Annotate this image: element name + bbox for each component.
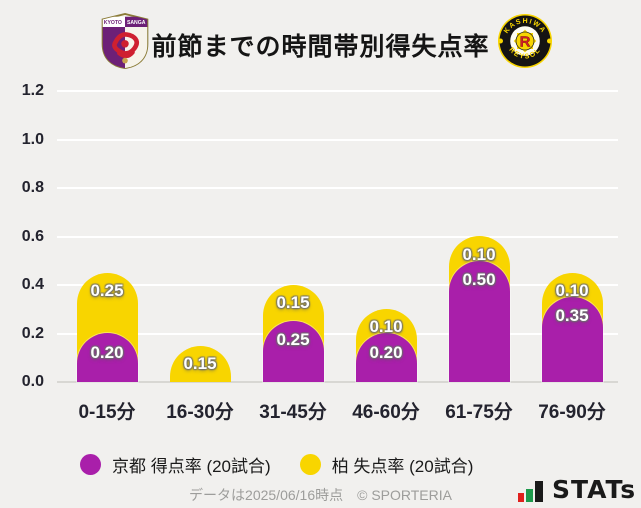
x-axis-category-label: 16-30分 (166, 402, 234, 423)
bar-value-label-kashiwa: 0.10 (369, 317, 403, 337)
copyright-text: © SPORTERIA (357, 487, 452, 503)
gridline (57, 332, 618, 335)
x-axis-category-label: 76-90分 (538, 402, 606, 423)
data-date-note: データは2025/06/16時点 (189, 487, 344, 503)
gridline (57, 90, 618, 92)
svg-text:SANGA: SANGA (127, 20, 146, 26)
bar-value-label-kyoto: 0.25 (276, 330, 310, 350)
kyoto-sanga-crest-icon: KYOTO SANGA (101, 12, 149, 70)
legend-swatch-kyoto-icon (80, 453, 101, 475)
bar-value-label-kyoto: 0.35 (555, 306, 589, 326)
kashiwa-reysol-crest-icon: R KASHIWA REYSOL (498, 14, 552, 68)
bar-value-label-kyoto: 0.50 (462, 269, 496, 289)
gridline (57, 284, 618, 286)
x-axis-category-label: 0-15分 (78, 402, 136, 423)
bar-value-label-kyoto: 0.20 (90, 342, 124, 362)
bar-value-label-kashiwa: 0.25 (90, 280, 124, 300)
y-axis-tick-label: 0.2 (21, 324, 44, 342)
bar-segment-kyoto (262, 321, 324, 382)
stats-wordmark: STATs (552, 475, 637, 504)
bar-value-label-kashiwa: 0.10 (462, 244, 496, 264)
stats-bars-icon (516, 480, 546, 502)
bar-value-label-kashiwa: 0.15 (183, 353, 217, 373)
svg-text:KYOTO: KYOTO (104, 20, 122, 26)
y-axis-tick-label: 0.8 (21, 179, 44, 196)
bar-value-label-kyoto: 0.20 (369, 342, 403, 362)
x-axis-baseline (57, 381, 618, 383)
y-axis-tick-label: 0.6 (21, 227, 44, 245)
bar-segment-kyoto (448, 261, 510, 382)
legend-swatch-kashiwa-icon (299, 453, 321, 475)
y-axis-tick-label: 1.0 (21, 130, 44, 148)
x-axis-category-label: 46-60分 (352, 402, 420, 423)
bar-segment-kyoto (76, 333, 138, 382)
legend-label-kyoto: 京都 得点率 (20試合) (112, 456, 271, 476)
y-axis-tick-label: 0.0 (21, 373, 44, 390)
x-axis-category-label: 31-45分 (259, 402, 327, 423)
y-axis-tick-label: 1.2 (21, 82, 44, 99)
y-axis-tick-label: 0.4 (21, 276, 44, 293)
gridline (57, 187, 618, 189)
legend-label-kashiwa: 柏 失点率 (20試合) (331, 456, 474, 476)
gridline (57, 138, 618, 141)
chart-legend: 京都 得点率 (20試合) 柏 失点率 (20試合) (80, 451, 473, 477)
gridline (57, 235, 618, 238)
bar-segment-kyoto (355, 333, 417, 382)
chart-title: 前節までの時間帯別得失点率 (151, 33, 490, 61)
bar-segment-kyoto (541, 297, 603, 382)
stats-logo: STATs (516, 475, 638, 504)
x-axis-category-label: 61-75分 (445, 402, 513, 423)
bar-value-label-kashiwa: 0.10 (555, 280, 589, 300)
svg-text:R: R (520, 34, 531, 51)
footer-note: データは2025/06/16時点 © SPORTERIA (0, 485, 641, 505)
bar-value-label-kashiwa: 0.15 (276, 293, 310, 312)
legend-item-kashiwa: 柏 失点率 (20試合) (299, 452, 474, 477)
legend-item-kyoto: 京都 得点率 (20試合) (80, 452, 271, 477)
